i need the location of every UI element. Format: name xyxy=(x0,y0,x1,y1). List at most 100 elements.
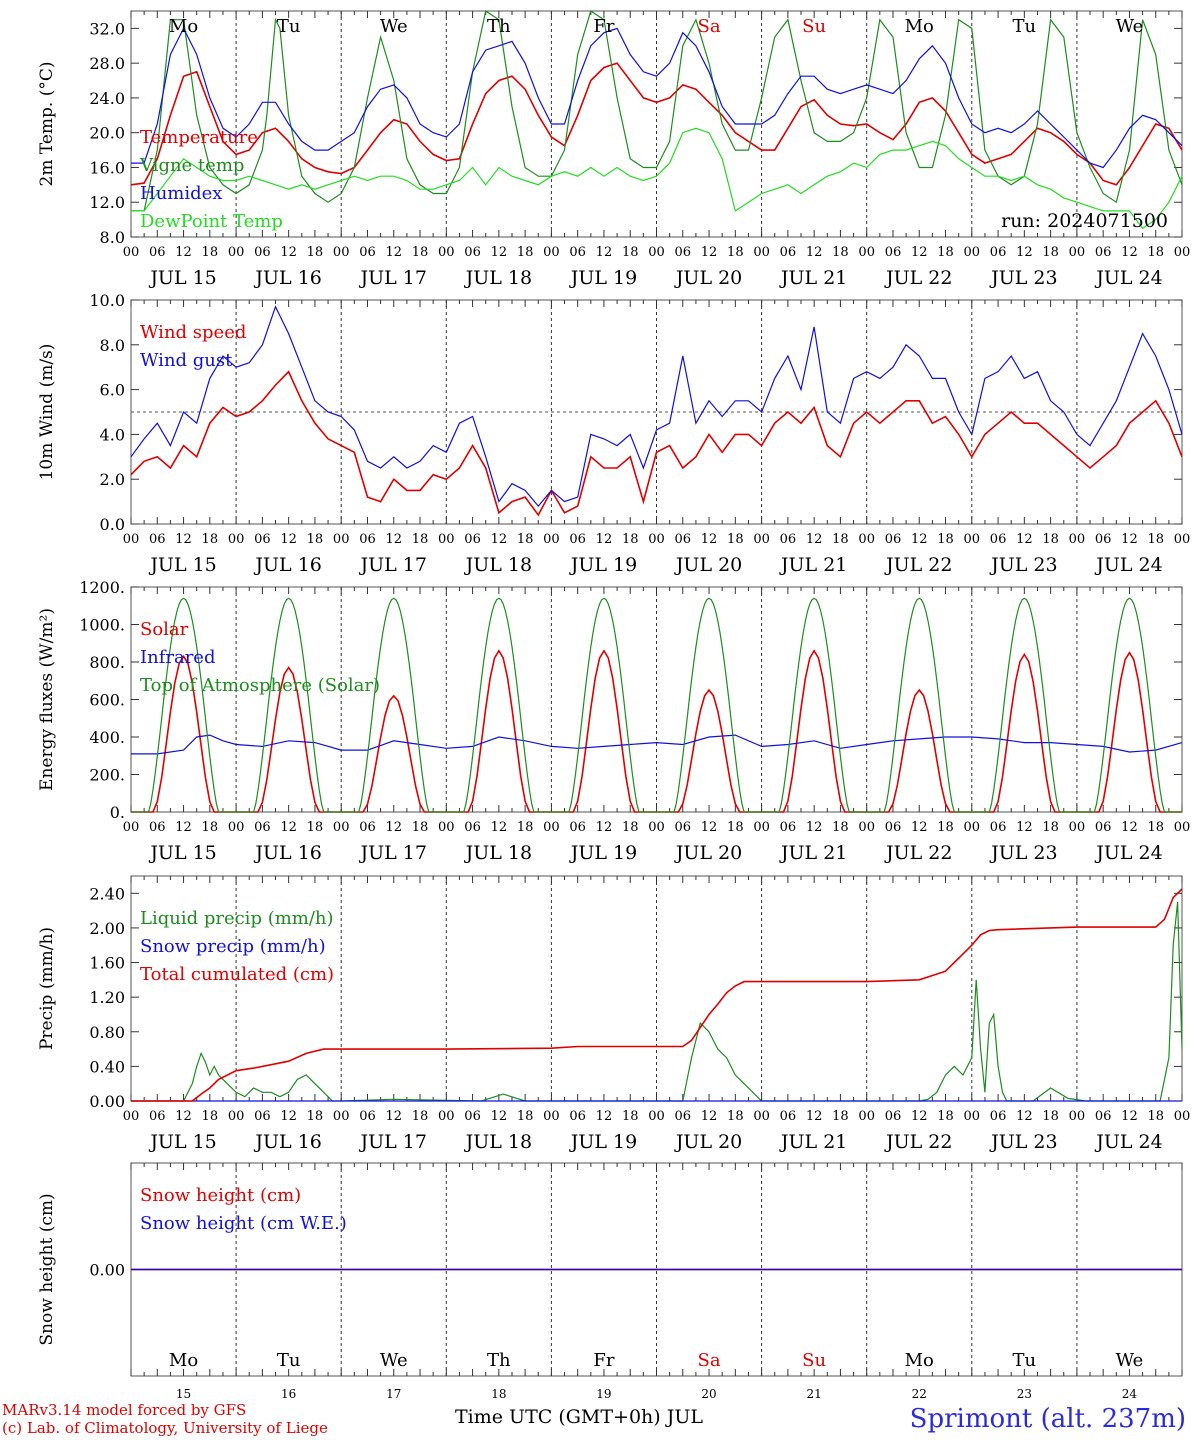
hour-tick-label: 00 xyxy=(228,245,245,260)
hour-tick-label: 06 xyxy=(569,1109,586,1124)
y-tick-label: 16.0 xyxy=(89,158,125,177)
hour-tick-label: 18 xyxy=(1042,532,1059,547)
hour-tick-label: 06 xyxy=(885,245,902,260)
hour-tick-label: 18 xyxy=(517,245,534,260)
weekday-label: Mo xyxy=(169,1350,198,1371)
hour-tick-label: 06 xyxy=(359,1109,376,1124)
weekday-label: Mo xyxy=(169,16,198,37)
hour-tick-label: 12 xyxy=(280,245,297,260)
hour-tick-label: 06 xyxy=(675,1109,692,1124)
hour-tick-label: 00 xyxy=(964,532,981,547)
hour-tick-label: 18 xyxy=(727,245,744,260)
y-tick-label: 0.00 xyxy=(89,1092,125,1111)
hour-tick-label: 18 xyxy=(937,820,954,835)
y-axis-label: Snow height (cm) xyxy=(37,1193,57,1345)
weekday-label: Su xyxy=(802,1350,826,1371)
hour-tick-label: 06 xyxy=(990,532,1007,547)
hour-tick-label: 00 xyxy=(648,532,665,547)
hour-tick-label: 06 xyxy=(569,532,586,547)
hour-tick-label: 00 xyxy=(858,245,875,260)
date-label: JUL 21 xyxy=(779,267,847,289)
legend-snow-precip-mm-h-: Snow precip (mm/h) xyxy=(140,936,326,957)
hour-tick-label: 18 xyxy=(727,820,744,835)
hour-tick-label: 12 xyxy=(175,532,192,547)
y-tick-label: 2.0 xyxy=(100,470,125,489)
weekday-label: Tu xyxy=(1013,16,1037,37)
date-label: JUL 24 xyxy=(1094,842,1162,864)
y-tick-label: 10.0 xyxy=(89,291,125,310)
hour-tick-label: 12 xyxy=(911,245,928,260)
date-label: JUL 24 xyxy=(1094,267,1162,289)
date-label: JUL 23 xyxy=(989,267,1057,289)
legend-total-cumulated-cm-: Total cumulated (cm) xyxy=(140,964,334,985)
y-tick-label: 0. xyxy=(110,803,125,822)
y-axis-label: 10m Wind (m/s) xyxy=(37,344,57,481)
hour-tick-label: 18 xyxy=(517,820,534,835)
hour-tick-label: 12 xyxy=(596,1109,613,1124)
hour-tick-label: 06 xyxy=(675,245,692,260)
series-top-of-atmosphere-solar- xyxy=(131,597,1182,813)
weekday-label: Th xyxy=(487,1350,511,1371)
legend-snow-height-cm-: Snow height (cm) xyxy=(140,1185,301,1206)
hour-tick-label: 18 xyxy=(412,245,429,260)
legend-dewpoint-temp: DewPoint Temp xyxy=(140,211,283,232)
hour-tick-label: 18 xyxy=(517,1109,534,1124)
hour-tick-label: 00 xyxy=(753,532,770,547)
hour-tick-label: 00 xyxy=(648,245,665,260)
panel-frame-energy xyxy=(130,586,1183,813)
hour-tick-label: 12 xyxy=(806,245,823,260)
y-axis-label: 2m Temp. (°C) xyxy=(37,61,57,186)
hour-tick-label: 18 xyxy=(622,820,639,835)
hour-tick-label: 00 xyxy=(753,820,770,835)
weekday-label: Fr xyxy=(593,16,614,37)
hour-tick-label: 00 xyxy=(1174,245,1191,260)
hour-tick-label: 06 xyxy=(780,820,797,835)
hour-tick-label: 12 xyxy=(385,1109,402,1124)
day-number-label: 20 xyxy=(701,1387,716,1401)
hour-tick-label: 00 xyxy=(543,820,560,835)
date-label: JUL 20 xyxy=(674,554,742,576)
hour-tick-label: 00 xyxy=(543,1109,560,1124)
hour-tick-label: 00 xyxy=(648,1109,665,1124)
y-tick-label: 24.0 xyxy=(89,89,125,108)
hour-tick-label: 12 xyxy=(911,1109,928,1124)
weekday-label: Sa xyxy=(698,16,721,37)
date-label: JUL 15 xyxy=(148,1131,216,1153)
hour-tick-label: 12 xyxy=(806,532,823,547)
day-number-label: 21 xyxy=(807,1387,822,1401)
series-temperature xyxy=(130,62,1183,186)
legend-liquid-precip-mm-h-: Liquid precip (mm/h) xyxy=(140,908,334,929)
hour-tick-label: 18 xyxy=(832,820,849,835)
date-label: JUL 19 xyxy=(569,267,637,289)
y-tick-label: 0.40 xyxy=(89,1057,125,1076)
hour-tick-label: 06 xyxy=(675,532,692,547)
hour-tick-label: 12 xyxy=(175,1109,192,1124)
y-tick-label: 0.80 xyxy=(89,1023,125,1042)
y-tick-label: 32.0 xyxy=(89,19,125,38)
day-number-label: 17 xyxy=(386,1387,401,1401)
weekday-label: We xyxy=(1116,1350,1144,1371)
date-label: JUL 24 xyxy=(1094,554,1162,576)
hour-tick-label: 18 xyxy=(307,1109,324,1124)
hour-tick-label: 12 xyxy=(280,820,297,835)
hour-tick-label: 18 xyxy=(412,820,429,835)
hour-tick-label: 18 xyxy=(307,532,324,547)
hour-tick-label: 18 xyxy=(412,1109,429,1124)
hour-tick-label: 00 xyxy=(858,820,875,835)
date-label: JUL 21 xyxy=(779,1131,847,1153)
legend-vigne-temp: Vigne temp xyxy=(139,155,244,176)
hour-tick-label: 06 xyxy=(254,820,271,835)
date-label: JUL 17 xyxy=(359,554,427,576)
hour-tick-label: 00 xyxy=(333,1109,350,1124)
date-label: JUL 21 xyxy=(779,842,847,864)
date-label: JUL 19 xyxy=(569,1131,637,1153)
hour-tick-label: 00 xyxy=(1174,532,1191,547)
legend-solar: Solar xyxy=(140,619,189,640)
date-label: JUL 20 xyxy=(674,842,742,864)
date-label: JUL 16 xyxy=(253,1131,321,1153)
weekday-label: Mo xyxy=(905,16,934,37)
y-tick-label: 8.0 xyxy=(100,336,125,355)
hour-tick-label: 12 xyxy=(806,820,823,835)
hour-tick-label: 18 xyxy=(1147,532,1164,547)
